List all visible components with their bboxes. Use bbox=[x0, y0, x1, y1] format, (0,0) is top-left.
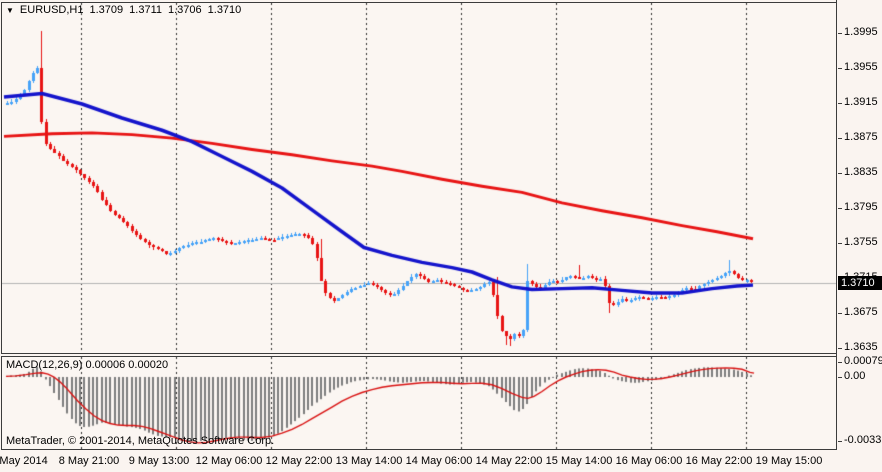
price-axis-label: 1.3675 bbox=[844, 306, 878, 318]
macd-indicator-values: 0.00006 0.00020 bbox=[85, 359, 169, 371]
macd-header: MACD(12,26,9) 0.00006 0.00020 bbox=[6, 359, 168, 371]
scale-separator bbox=[836, 0, 837, 450]
time-axis-label: 16 May 06:00 bbox=[615, 455, 683, 467]
time-scale[interactable]: 8 May 2014 8 May 21:00 9 May 13:00 12 May 0… bbox=[0, 450, 882, 472]
time-axis-label: 9 May 13:00 bbox=[128, 455, 190, 467]
price-tick bbox=[838, 348, 842, 349]
price-tick bbox=[838, 313, 842, 314]
time-axis-label: 13 May 14:00 bbox=[335, 455, 403, 467]
price-axis-label: 1.3875 bbox=[844, 131, 878, 143]
current-price-box: 1.3710 bbox=[838, 276, 882, 290]
macd-indicator-name: MACD(12,26,9) bbox=[6, 359, 83, 371]
price-axis-label: 1.3955 bbox=[844, 61, 878, 73]
macd-canvas[interactable] bbox=[2, 357, 836, 449]
price-axis-label: 1.3795 bbox=[844, 201, 878, 213]
macd-tick bbox=[838, 441, 842, 442]
price-chart-pane[interactable] bbox=[1, 2, 837, 354]
quote-low: 1.3706 bbox=[167, 4, 202, 16]
macd-indicator-pane[interactable] bbox=[1, 356, 837, 450]
time-axis-label: 15 May 14:00 bbox=[545, 455, 613, 467]
copyright-label: MetaTrader, © 2001-2014, MetaQuotes Soft… bbox=[6, 435, 275, 447]
price-tick bbox=[838, 103, 842, 104]
macd-tick bbox=[838, 362, 842, 363]
price-tick bbox=[838, 68, 842, 69]
chart-header: ▼ EURUSD,H1 1.3709 1.3711 1.3706 1.3710 bbox=[6, 4, 241, 16]
time-axis-label: 8 May 2014 bbox=[0, 455, 48, 467]
macd-tick bbox=[838, 377, 842, 378]
price-tick bbox=[838, 33, 842, 34]
price-axis-label: 1.3755 bbox=[844, 236, 878, 248]
time-axis-label: 19 May 15:00 bbox=[755, 455, 823, 467]
price-axis-label: 1.3915 bbox=[844, 96, 878, 108]
price-chart-canvas[interactable] bbox=[2, 3, 836, 353]
time-axis-label: 14 May 06:00 bbox=[405, 455, 473, 467]
quote-high: 1.3711 bbox=[129, 4, 162, 16]
price-axis-label: 1.3635 bbox=[844, 341, 878, 353]
symbol-timeframe-label: EURUSD,H1 bbox=[19, 4, 84, 16]
time-axis-label: 16 May 22:00 bbox=[685, 455, 753, 467]
price-tick bbox=[838, 243, 842, 244]
time-axis-label: 14 May 22:00 bbox=[475, 455, 543, 467]
time-axis-label: 8 May 21:00 bbox=[58, 455, 120, 467]
price-tick bbox=[838, 208, 842, 209]
time-axis-label: 12 May 22:00 bbox=[265, 455, 333, 467]
price-axis-label: 1.3835 bbox=[844, 166, 878, 178]
quote-open: 1.3709 bbox=[89, 4, 124, 16]
macd-axis-label: 0.00079 bbox=[844, 355, 882, 367]
price-tick bbox=[838, 138, 842, 139]
macd-axis-label: 0.00 bbox=[844, 370, 866, 382]
price-axis-label: 1.3995 bbox=[844, 26, 878, 38]
quote-close: 1.3710 bbox=[207, 4, 242, 16]
time-axis-label: 12 May 06:00 bbox=[195, 455, 263, 467]
macd-axis-label: -0.0033 bbox=[844, 434, 882, 446]
price-scale[interactable]: 1.3995 1.3955 1.3915 1.3875 1.3835 1.3795 1.37… bbox=[836, 0, 882, 450]
price-tick bbox=[838, 173, 842, 174]
symbol-dropdown-icon[interactable]: ▼ bbox=[6, 5, 14, 15]
